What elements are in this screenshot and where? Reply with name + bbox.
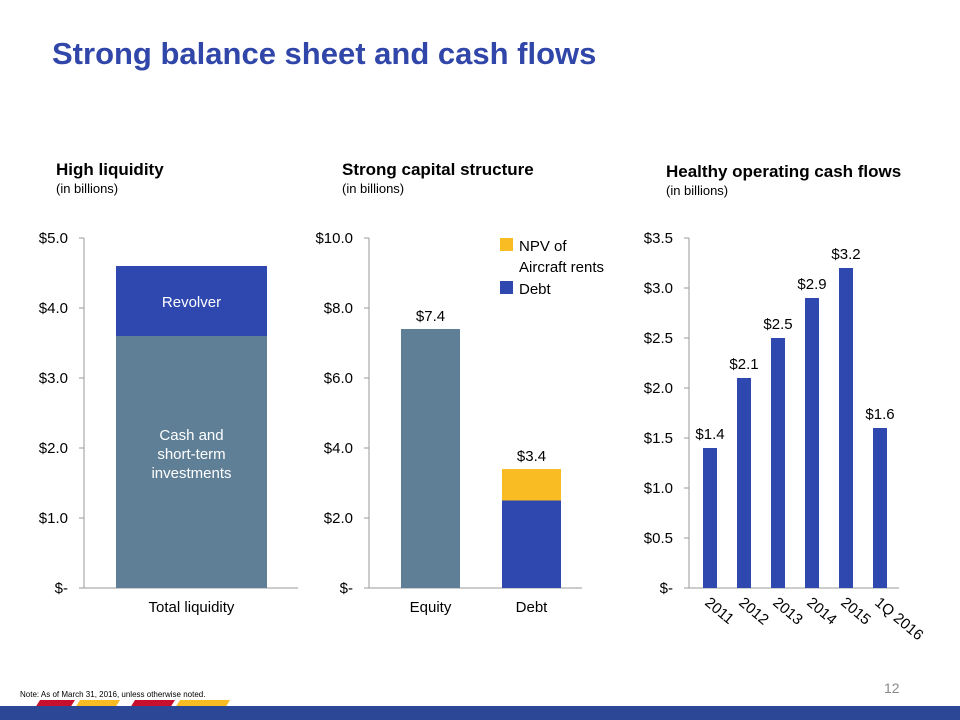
cashflow-value-label: $1.6 [865,406,894,423]
cashflow-y-tick-label: $0.5 [644,530,673,547]
capital-category-label: Debt [516,599,549,616]
cash-label-line: investments [151,465,231,482]
capital-subtitle: (in billions) [342,181,405,196]
capital-y-tick-label: $2.0 [324,510,353,527]
capital-y-tick-label: $6.0 [324,370,353,387]
legend-debt-label: Debt [519,281,552,298]
footer-bar [0,706,960,720]
cashflow-y-tick-label: $3.5 [644,230,673,247]
cashflow-y-tick-label: $2.5 [644,330,673,347]
liquidity-y-tick-label: $3.0 [39,370,68,387]
cash-bar [116,336,267,588]
liquidity-y-tick-label: $- [55,580,68,597]
cashflow-category-label: 2014 [803,594,839,628]
cashflow-value-label: $2.9 [797,276,826,293]
cash-label-line: Cash and [159,427,223,444]
cashflow-bar [737,378,751,588]
legend-npv-swatch [500,238,513,251]
equity-bar [401,329,460,588]
revolver-label: Revolver [162,294,221,311]
liquidity-y-tick-label: $1.0 [39,510,68,527]
capital-y-tick-label: $- [340,580,353,597]
liquidity-y-tick-label: $5.0 [39,230,68,247]
cashflow-value-label: $3.2 [831,246,860,263]
legend-debt-swatch [500,281,513,294]
cashflow-bar [805,298,819,588]
revolver-bar [116,266,267,336]
liquidity-category-label: Total liquidity [149,599,235,616]
cashflow-category-label: 2013 [769,594,805,628]
capital-y-tick-label: $8.0 [324,300,353,317]
cashflow-subtitle: (in billions) [666,183,729,198]
cashflow-bar [839,268,853,588]
legend-npv-label-line1: NPV of [519,238,567,255]
cashflow-value-label: $2.5 [763,316,792,333]
equity-total-label: $7.4 [416,308,445,325]
capital-y-tick-label: $4.0 [324,440,353,457]
liquidity-title: High liquidity [56,160,164,179]
cashflow-y-tick-label: $- [660,580,673,597]
cashflow-category-label: 2012 [735,594,771,628]
cashflow-bar [873,428,887,588]
cashflow-bar [703,448,717,588]
capital-category-label: Equity [410,599,452,616]
legend-npv-label-line2: Aircraft rents [519,259,604,276]
cashflow-category-label: 1Q 2016 [871,594,926,644]
cashflow-y-tick-label: $2.0 [644,380,673,397]
cashflow-category-label: 2011 [701,594,737,628]
liquidity-subtitle: (in billions) [56,181,119,196]
debt-total-label: $3.4 [517,448,546,465]
cashflow-value-label: $2.1 [729,356,758,373]
cash-label-line: short-term [157,446,225,463]
capital-title: Strong capital structure [342,160,534,179]
cashflow-category-label: 2015 [837,594,873,628]
cashflow-y-tick-label: $1.0 [644,480,673,497]
cashflow-title: Healthy operating cash flows [666,162,902,181]
debt-bar [502,500,561,588]
liquidity-y-tick-label: $4.0 [39,300,68,317]
cashflow-y-tick-label: $3.0 [644,280,673,297]
npv-bar [502,469,561,501]
slide-title: Strong balance sheet and cash flows [52,36,597,71]
footnote: Note: As of March 31, 2016, unless other… [20,690,206,699]
cashflow-bar [771,338,785,588]
capital-y-tick-label: $10.0 [315,230,353,247]
page-number: 12 [884,680,900,696]
liquidity-y-tick-label: $2.0 [39,440,68,457]
cashflow-value-label: $1.4 [695,426,724,443]
cashflow-y-tick-label: $1.5 [644,430,673,447]
